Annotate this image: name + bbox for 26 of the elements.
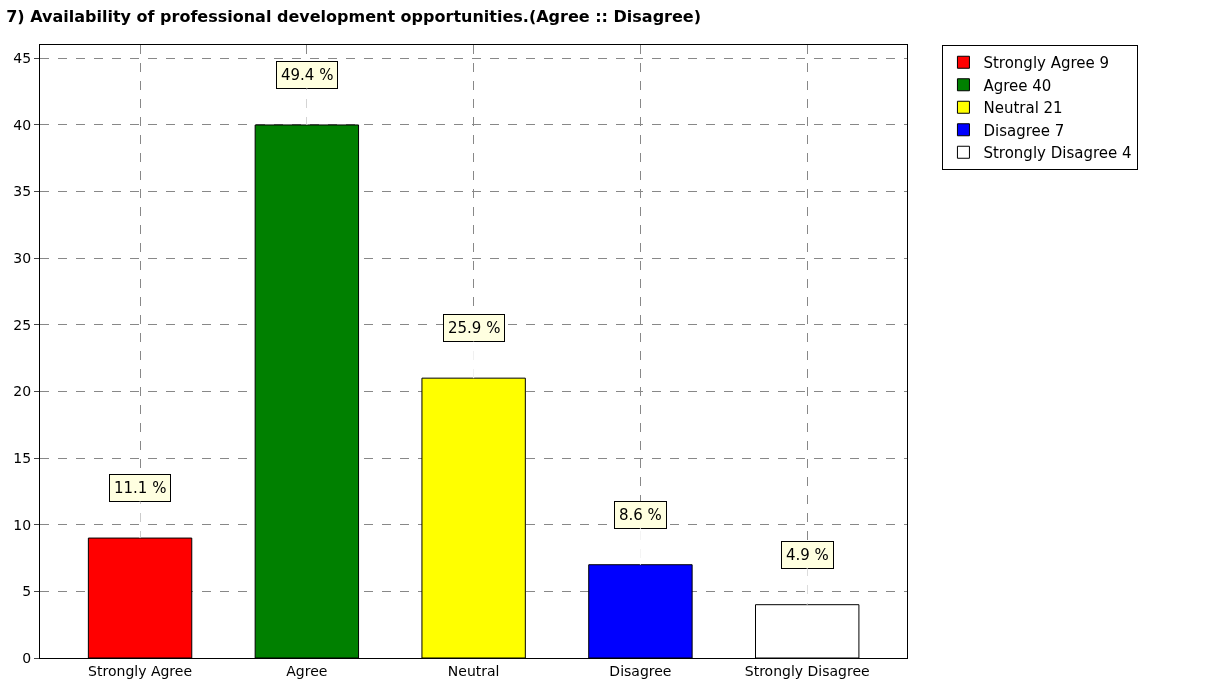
legend-label: Neutral 21 [983, 99, 1063, 118]
chart-title: 7) Availability of professional development opportunities.(Agree :: Disagree) [6, 6, 702, 26]
y-tick-label: 10 [13, 516, 32, 533]
annotation: 49.4 % [281, 66, 334, 84]
y-tick-label: 5 [22, 583, 32, 600]
annotation: 4.9 % [786, 546, 829, 564]
x-tick-label: Strongly Disagree [744, 662, 870, 679]
y-tick-label: 30 [13, 250, 32, 267]
y-tick-label: 40 [13, 116, 32, 133]
x-tick-label: Disagree [609, 662, 672, 679]
legend-label: Strongly Agree 9 [983, 54, 1110, 73]
x-tick-label: Neutral [447, 662, 500, 679]
annotation: 11.1 % [114, 479, 167, 497]
annotation: 25.9 % [448, 319, 501, 337]
annotation: 8.6 % [619, 506, 662, 524]
legend-label: Agree 40 [983, 76, 1052, 95]
legend-label: Strongly Disagree 4 [983, 144, 1132, 163]
x-tick-label: Strongly Agree [88, 662, 193, 679]
y-tick-label: 20 [13, 383, 32, 400]
y-tick-label: 15 [13, 450, 32, 467]
y-tick-label: 35 [13, 183, 32, 200]
legend-label: Disagree 7 [983, 121, 1065, 140]
y-tick-label: 25 [13, 316, 32, 333]
x-tick-label: Agree [286, 662, 328, 679]
y-tick-label: 0 [22, 649, 32, 666]
y-tick-label: 45 [13, 50, 32, 67]
